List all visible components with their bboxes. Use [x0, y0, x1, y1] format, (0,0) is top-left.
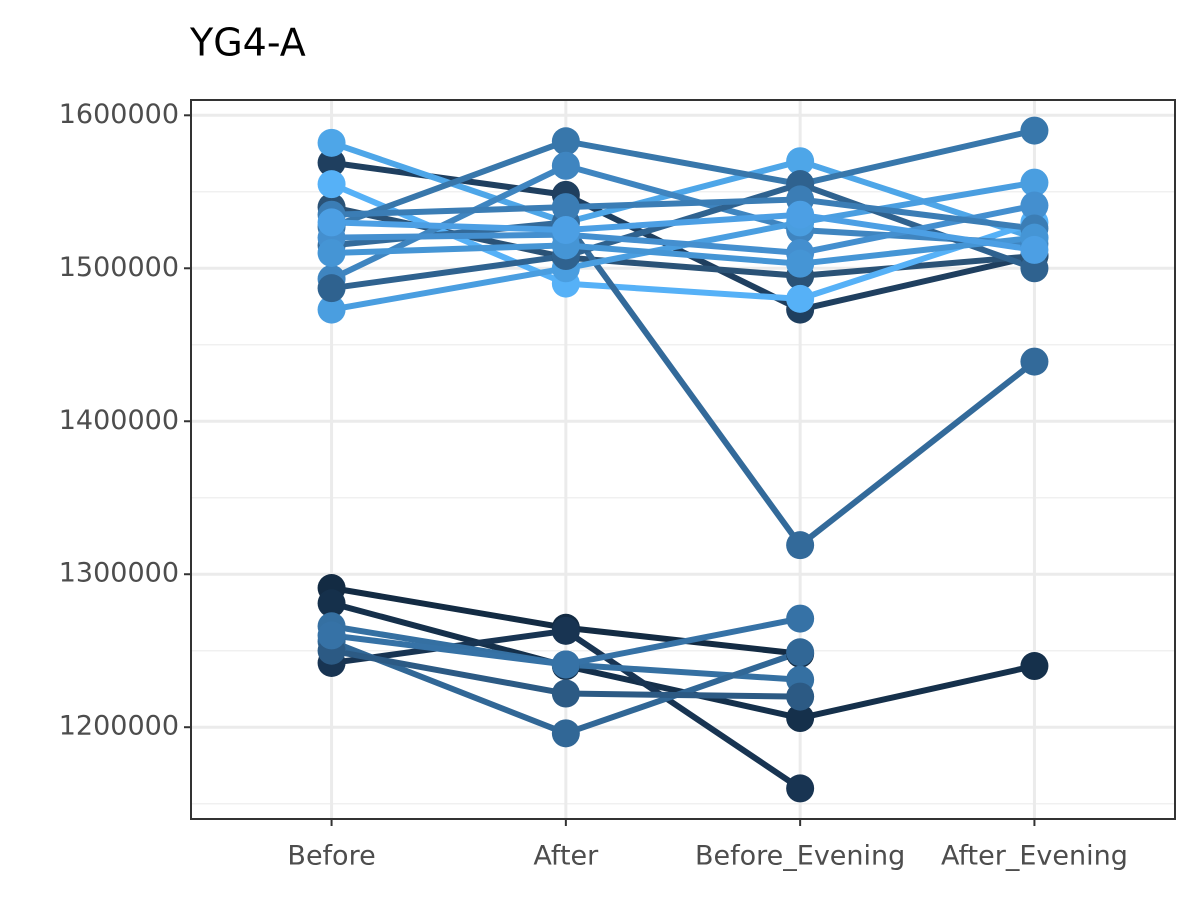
point [1020, 652, 1049, 681]
point [786, 704, 815, 733]
point [551, 650, 580, 679]
plot-border [190, 99, 1176, 820]
series-line [330, 127, 1036, 230]
series-line [331, 202, 1036, 256]
point [317, 148, 346, 177]
point [317, 621, 346, 650]
point [786, 638, 815, 667]
point [1020, 347, 1049, 376]
point [551, 719, 580, 748]
point [317, 274, 346, 303]
point [317, 208, 346, 237]
y-tick-label: 1200000 [59, 711, 179, 742]
point [317, 589, 346, 618]
point [786, 147, 815, 176]
x-tick-label: After [533, 841, 599, 872]
point [1020, 168, 1049, 197]
point [1020, 191, 1049, 220]
point [551, 616, 580, 645]
point [551, 151, 580, 180]
point [786, 531, 815, 560]
y-tick-label: 1400000 [59, 405, 179, 436]
point [1020, 235, 1049, 264]
point [1020, 116, 1049, 145]
point [317, 295, 346, 324]
y-tick-label: 1500000 [59, 252, 179, 283]
chart-title: YG4-A [189, 21, 306, 65]
point [786, 604, 815, 633]
point [786, 682, 815, 711]
series-line [330, 162, 1035, 282]
point [551, 193, 580, 222]
point [551, 679, 580, 708]
series-line [331, 196, 1035, 232]
point [786, 284, 815, 313]
point [551, 216, 580, 245]
point [551, 127, 580, 156]
point [786, 249, 815, 278]
series-line [331, 211, 1035, 253]
x-tick-label: Before [287, 841, 375, 872]
point [786, 200, 815, 229]
point [317, 128, 346, 157]
x-tick-label: After_Evening [941, 841, 1128, 872]
series-line [331, 234, 1035, 267]
y-tick-label: 1600000 [59, 99, 179, 130]
point [317, 238, 346, 267]
x-tick-label: Before_Evening [695, 841, 905, 872]
point [317, 170, 346, 199]
point [786, 774, 815, 803]
y-tick-label: 1300000 [59, 558, 179, 589]
